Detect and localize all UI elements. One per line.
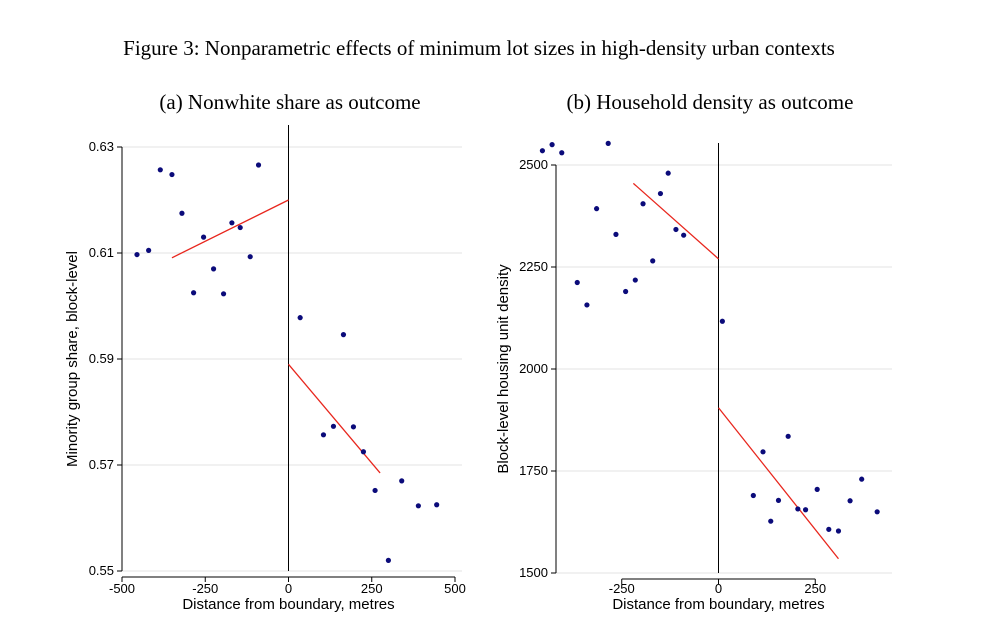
data-point	[859, 476, 865, 482]
panel-b-title: (b) Household density as outcome	[566, 90, 854, 114]
data-point	[874, 509, 880, 515]
data-point	[673, 226, 679, 233]
x-tick-label: -250	[192, 581, 218, 596]
data-point	[760, 449, 766, 455]
data-point	[623, 288, 629, 295]
data-point	[826, 526, 832, 532]
data-point	[157, 167, 163, 173]
y-tick-label: 0.57	[89, 457, 114, 472]
data-point	[785, 433, 791, 439]
data-point	[210, 266, 217, 272]
data-point	[768, 518, 774, 524]
y-tick-label: 2500	[519, 157, 548, 172]
x-axis-label: Distance from boundary, metres	[182, 596, 394, 613]
y-tick-label: 0.59	[89, 351, 114, 366]
y-tick-label: 0.55	[89, 563, 114, 578]
data-point	[340, 332, 347, 338]
y-axis-label: Block-level housing unit density	[495, 264, 512, 474]
data-point	[584, 302, 590, 308]
data-point	[640, 201, 646, 207]
data-point	[681, 232, 687, 238]
y-tick-label: 0.63	[89, 139, 114, 154]
data-point	[220, 291, 227, 297]
data-point	[593, 206, 600, 212]
data-point	[415, 503, 421, 509]
data-point	[200, 234, 207, 240]
data-point	[330, 423, 337, 429]
figure-title: Figure 3: Nonparametric effects of minim…	[123, 36, 835, 60]
data-point	[559, 150, 565, 156]
fit-line	[171, 199, 289, 259]
data-point	[146, 247, 152, 253]
data-point	[665, 170, 671, 176]
data-point	[750, 492, 756, 499]
y-tick-label: 2000	[519, 361, 548, 376]
data-point	[134, 251, 140, 258]
data-point	[237, 224, 243, 231]
data-point	[190, 290, 197, 296]
data-point	[179, 210, 185, 216]
data-point	[399, 478, 405, 484]
data-point	[539, 148, 546, 154]
x-tick-label: 250	[804, 581, 826, 596]
x-tick-label: 0	[285, 581, 292, 596]
data-point	[372, 487, 378, 494]
data-point	[255, 162, 262, 168]
data-point	[657, 190, 664, 197]
data-point	[434, 502, 440, 508]
data-point	[847, 498, 853, 504]
x-tick-label: 0	[715, 581, 722, 596]
data-point	[574, 279, 580, 286]
y-tick-label: 1750	[519, 463, 548, 478]
fit-line	[632, 182, 719, 260]
data-point	[229, 220, 235, 226]
y-tick-label: 2250	[519, 259, 548, 274]
x-tick-label: -250	[609, 581, 635, 596]
data-point	[169, 171, 175, 178]
data-point	[802, 507, 809, 513]
fit-line	[288, 363, 381, 474]
data-point	[350, 424, 357, 430]
x-axis-label: Distance from boundary, metres	[612, 596, 824, 613]
data-point	[814, 486, 820, 492]
x-tick-label: -500	[109, 581, 135, 596]
data-point	[835, 528, 842, 534]
data-point	[549, 142, 555, 148]
data-point	[795, 506, 801, 512]
y-axis-label: Minority group share, block-level	[64, 251, 81, 467]
data-point	[632, 277, 638, 283]
data-point	[320, 432, 327, 438]
panel-a-title: (a) Nonwhite share as outcome	[159, 90, 421, 114]
data-point	[719, 318, 725, 324]
data-point	[613, 231, 619, 237]
data-point	[650, 258, 656, 264]
data-point	[775, 497, 782, 503]
data-point	[385, 557, 391, 564]
data-point	[247, 254, 253, 260]
y-tick-label: 0.61	[89, 245, 114, 260]
fit-line	[717, 407, 839, 560]
y-tick-label: 1500	[519, 565, 548, 580]
data-point	[360, 449, 367, 455]
x-tick-label: 500	[444, 581, 466, 596]
data-point	[605, 140, 611, 146]
data-point	[297, 315, 303, 321]
x-tick-label: 250	[361, 581, 383, 596]
